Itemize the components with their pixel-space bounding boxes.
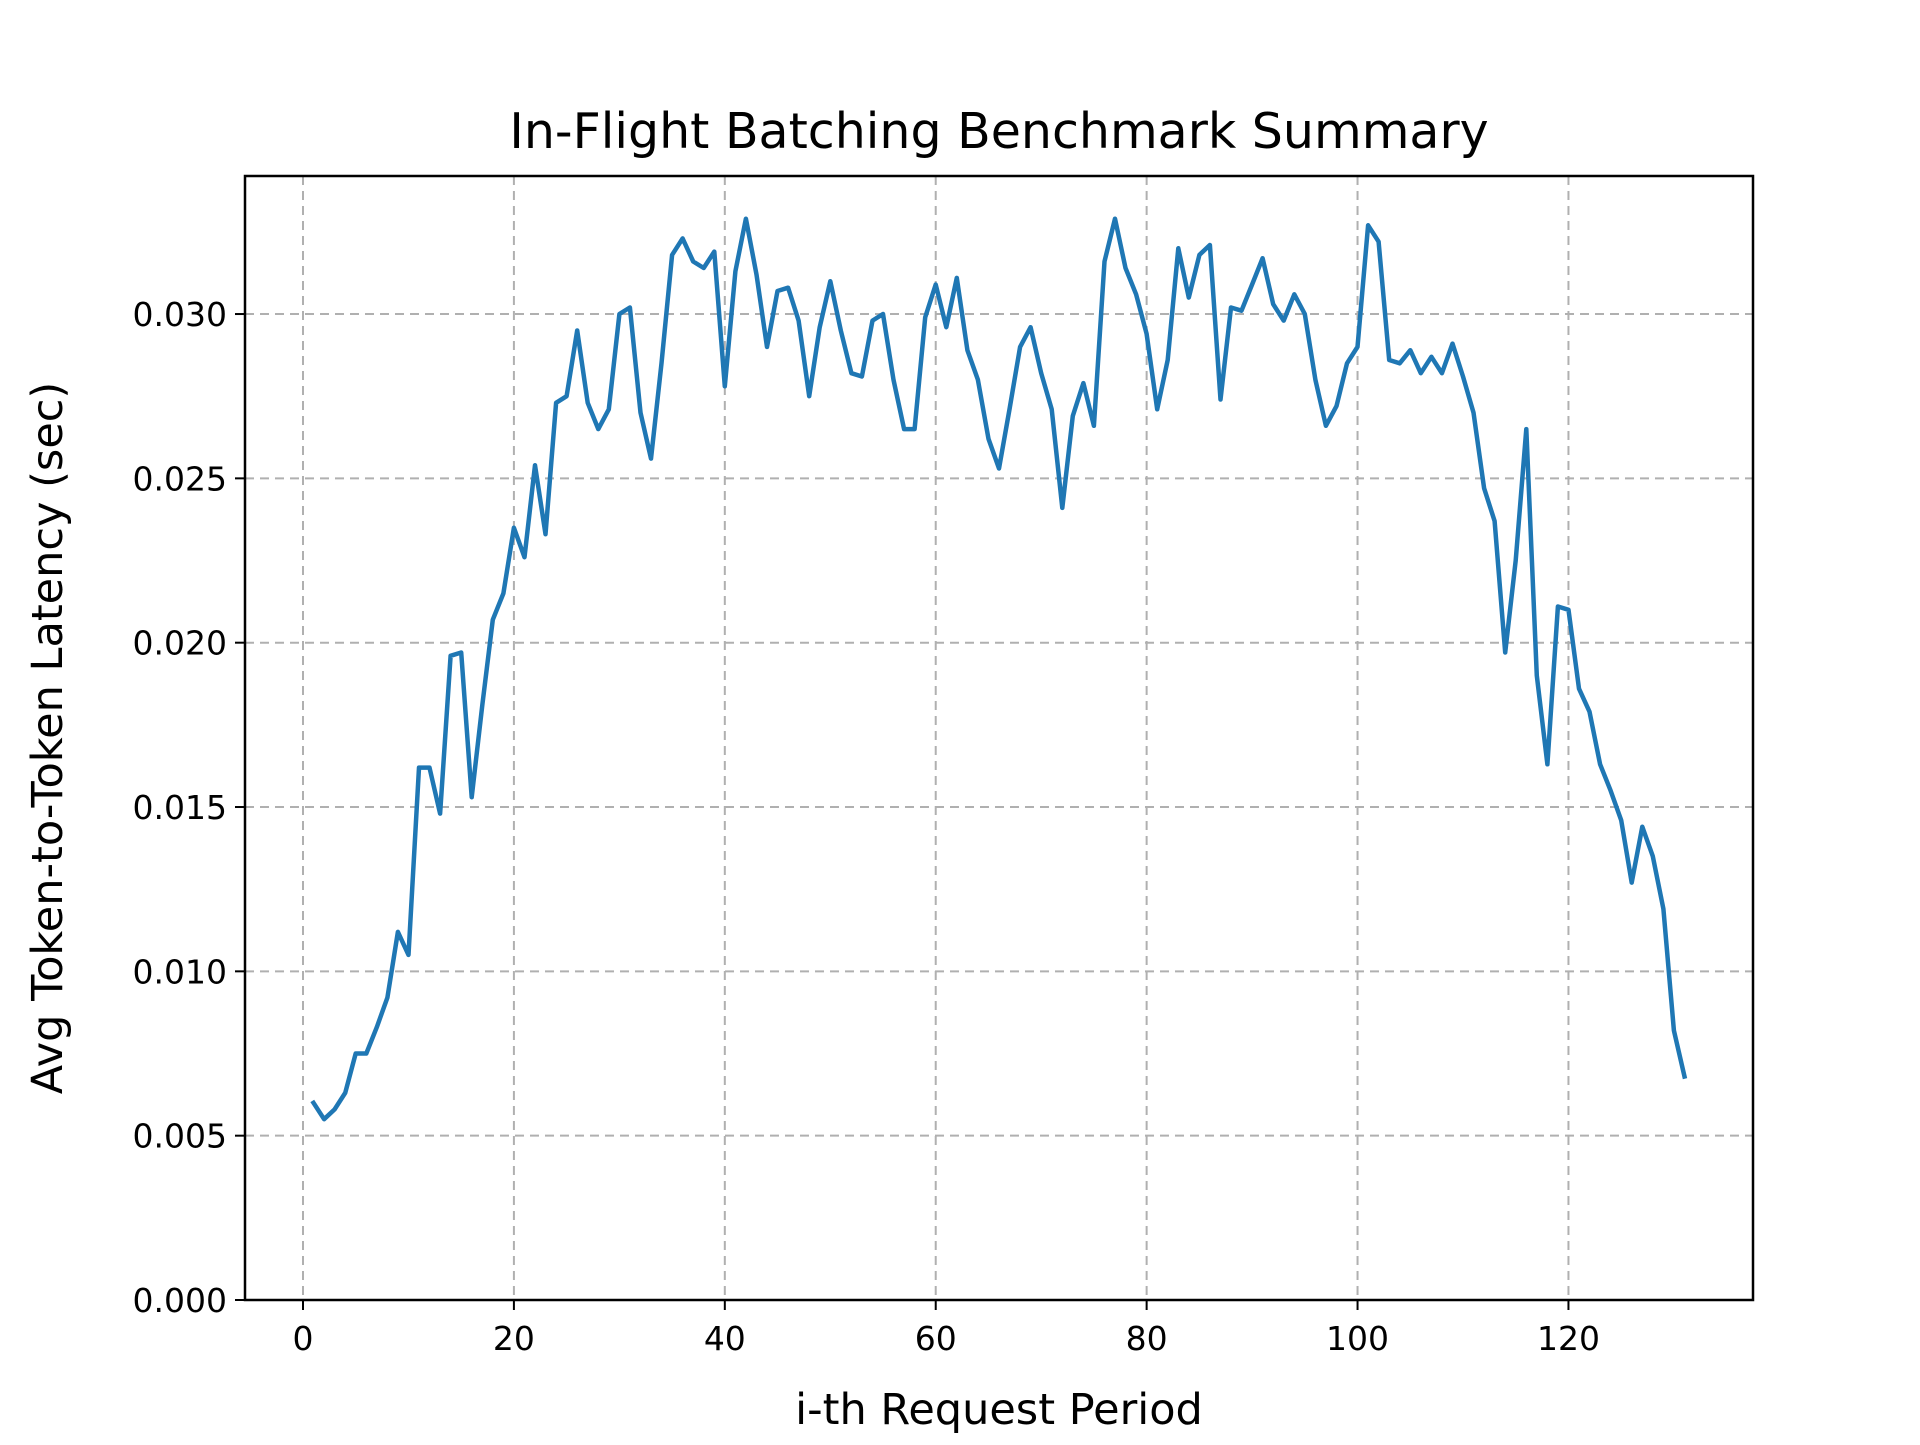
x-tick-label: 100 [1326,1319,1389,1358]
x-tick-label: 0 [293,1319,314,1358]
y-tick-label: 0.020 [133,624,227,663]
axis-ticks: 0 20 40 60 80 100 120 0.000 0.005 0.010 0.015 0.020… [133,295,1600,1358]
x-tick-label: 60 [915,1319,957,1358]
y-tick-label: 0.030 [133,295,227,334]
y-tick-label: 0.005 [133,1117,227,1156]
y-tick-label: 0.025 [133,459,227,498]
y-tick-label: 0.010 [133,952,227,991]
x-tick-label: 80 [1126,1319,1168,1358]
y-tick-label: 0.015 [133,788,227,827]
x-tick-label: 20 [493,1319,535,1358]
plot-frame [243,174,1755,1302]
y-axis-label: Avg Token-to-Token Latency (sec) [23,382,73,1094]
series-line [310,216,1688,1122]
chart-title: In-Flight Batching Benchmark Summary [509,103,1488,160]
x-axis-label: i-th Request Period [795,1385,1203,1435]
x-tick-label: 40 [704,1319,746,1358]
x-tick-label: 120 [1537,1319,1600,1358]
series-layer [310,216,1688,1122]
y-tick-label: 0.000 [133,1281,227,1320]
